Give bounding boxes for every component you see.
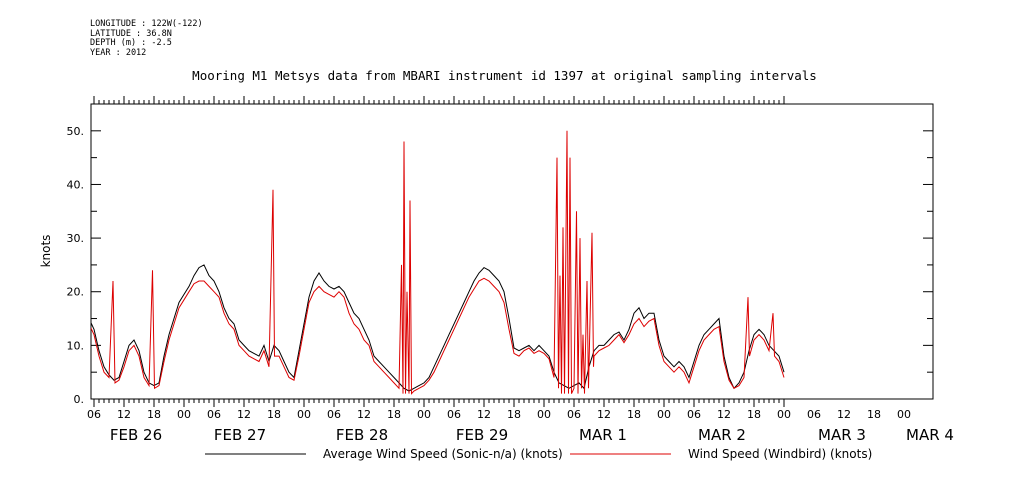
y-tick-label: 40. [67,178,85,191]
y-tick-label: 50. [67,125,85,138]
x-date-label: MAR 2 [698,426,746,444]
x-tick-label: 18 [747,408,761,421]
x-tick-label: 00 [537,408,551,421]
x-tick-label: 00 [657,408,671,421]
x-tick-label: 18 [147,408,161,421]
x-tick-label: 00 [417,408,431,421]
x-tick-label: 06 [447,408,461,421]
y-tick-label: 10. [67,339,85,352]
x-tick-label: 06 [207,408,221,421]
y-axis-title: knots [39,235,53,268]
x-tick-label: 00 [897,408,911,421]
x-tick-label: 06 [327,408,341,421]
x-tick-label: 18 [267,408,281,421]
x-date-label: MAR 1 [579,426,627,444]
x-date-label: FEB 28 [336,426,388,444]
x-tick-label: 12 [117,408,131,421]
x-tick-label: 12 [477,408,491,421]
legend-label-average: Average Wind Speed (Sonic-n/a) (knots) [323,447,563,461]
x-tick-label: 12 [237,408,251,421]
y-tick-label: 0. [74,393,85,406]
metadata-block: LONGITUDE : 122W(-122) LATITUDE : 36.8N … [90,19,203,58]
x-tick-label: 06 [687,408,701,421]
x-tick-label: 12 [837,408,851,421]
x-tick-label: 12 [357,408,371,421]
y-tick-label: 30. [67,232,85,245]
x-tick-label: 18 [507,408,521,421]
x-tick-label: 00 [297,408,311,421]
series-line-windbird-wind-speed [91,130,785,395]
x-tick-label: 18 [627,408,641,421]
y-tick-label: 20. [67,286,85,299]
x-date-label: MAR 3 [818,426,866,444]
chart-title: Mooring M1 Metsys data from MBARI instru… [192,68,817,83]
x-tick-label: 06 [807,408,821,421]
x-tick-label: 06 [567,408,581,421]
longitude-label: LONGITUDE : 122W(-122) [90,19,203,29]
x-tick-label: 18 [387,408,401,421]
plot-frame [90,103,934,400]
x-date-label: FEB 26 [110,426,162,444]
x-tick-label: 12 [597,408,611,421]
x-tick-label: 18 [867,408,881,421]
series-line-average-wind-speed [91,264,785,392]
legend-label-windbird: Wind Speed (Windbird) (knots) [688,447,872,461]
year-label: YEAR : 2012 [90,47,147,58]
depth-label: DEPTH (m) : -2.5 [90,38,172,48]
x-tick-label: 12 [717,408,731,421]
x-tick-label: 00 [177,408,191,421]
x-tick-label: 06 [87,408,101,421]
latitude-label: LATITUDE : 36.8N [90,28,172,39]
x-date-label: FEB 29 [456,426,508,444]
x-date-label: FEB 27 [214,426,266,444]
x-tick-label: 00 [777,408,791,421]
x-date-label: MAR 4 [906,426,954,444]
